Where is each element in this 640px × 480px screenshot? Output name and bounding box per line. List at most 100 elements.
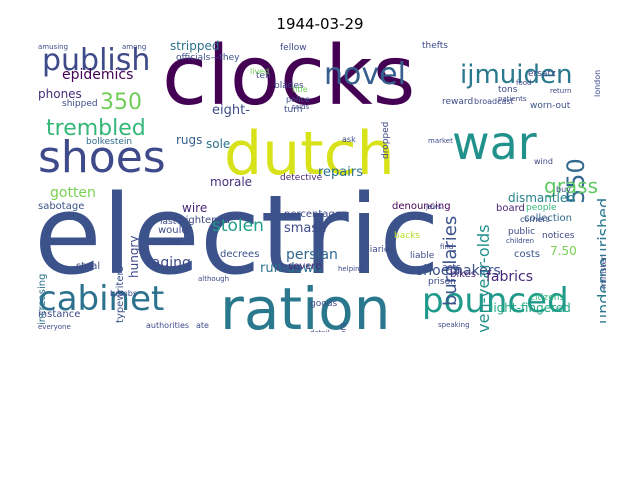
cloud-word: ten: [256, 71, 271, 81]
chart-title: 1944-03-29: [276, 15, 364, 33]
cloud-word: sabotage: [38, 201, 85, 212]
cloud-word: light-fingered: [490, 301, 571, 315]
cloud-word: morale: [210, 175, 253, 189]
cloud-word: dutch: [224, 119, 395, 189]
cloud-word: burglaries: [440, 216, 461, 307]
cloud-word: liable: [410, 251, 435, 261]
cloud-word: acts: [442, 263, 461, 273]
cloud-word: tons: [498, 85, 518, 95]
cloud-word: market: [428, 137, 453, 145]
cloud-word: rugs: [176, 133, 203, 147]
cloud-word: doctors: [339, 322, 349, 332]
cloud-word: buy: [556, 185, 571, 194]
cloud-word: find: [440, 243, 454, 251]
cloud-word: 350: [100, 90, 142, 115]
cloud-word: title: [292, 85, 308, 94]
cloud-word: steal: [76, 261, 101, 272]
cloud-word: would: [158, 225, 188, 236]
cloud-word: raids: [292, 103, 310, 111]
cloud-word: worn-out: [530, 101, 571, 111]
cloud-word: notices: [542, 231, 575, 241]
cloud-word: epidemics: [62, 67, 134, 83]
cloud-word: ate: [196, 321, 209, 330]
cloud-word: detective: [280, 173, 323, 183]
cloud-word: bombs: [110, 289, 138, 298]
cloud-word: although: [198, 275, 230, 283]
cloud-word: prison: [428, 277, 456, 287]
cloud-word: amusing: [38, 43, 69, 51]
cloud-word: detail: [310, 330, 330, 333]
cloud-word: everyone: [38, 323, 71, 331]
cloud-word: ask: [342, 135, 356, 144]
cloud-word: last: [160, 217, 177, 227]
cloud-word: war: [452, 116, 537, 170]
cloud-word: dismantled: [508, 191, 575, 205]
cloud-word: stripped: [170, 40, 220, 53]
cloud-word: stolen: [212, 216, 264, 236]
cloud-word: corners: [520, 215, 550, 224]
cloud-word: helping: [338, 265, 364, 273]
cloud-word: frightened: [178, 215, 231, 226]
cloud-word: among: [122, 43, 147, 51]
cloud-word: severe: [288, 261, 322, 272]
cloud-word: bolkestein: [86, 137, 133, 147]
cloud-word: cabinet: [38, 279, 165, 319]
cloud-word: broadcast: [474, 97, 514, 106]
cloud-word: instance: [38, 309, 81, 320]
cloud-word: denouncing: [392, 201, 451, 212]
cloud-word: 7.50: [550, 244, 577, 258]
cloud-word: officials—they: [176, 53, 240, 63]
cloud-word: ersatz: [528, 69, 556, 79]
cloud-word: blades: [274, 81, 304, 91]
cloud-word: ijmuiden: [460, 60, 573, 90]
cloud-word: fabrics: [486, 269, 534, 285]
cloud-word: percentage: [284, 209, 341, 220]
cloud-word: reward: [442, 97, 474, 107]
cloud-word: raging: [146, 255, 191, 271]
cloud-word: shipped: [62, 99, 98, 109]
cloud-word: clocks: [162, 40, 416, 124]
cloud-word: citizens: [530, 293, 565, 303]
cloud-word: public: [508, 227, 536, 237]
cloud-word: jews: [426, 203, 442, 211]
cloud-word: people: [526, 203, 557, 213]
cloud-word: food: [516, 79, 532, 87]
cloud-word: bikes: [450, 269, 476, 280]
cloud-word: grass: [544, 174, 599, 198]
cloud-word: london: [593, 70, 602, 98]
cloud-word: shoemakers: [416, 263, 501, 279]
cloud-word: minister: [599, 256, 606, 289]
cloud-word: novel: [324, 57, 406, 92]
cloud-word: smash: [284, 221, 327, 236]
cloud-word: police: [286, 95, 310, 104]
cloud-word: speaking: [438, 321, 470, 329]
cloud-word: fellow: [280, 43, 307, 53]
cloud-word: pounced: [422, 281, 569, 321]
cloud-word: ration: [220, 275, 391, 332]
cloud-word: goods: [310, 299, 338, 309]
cloud-word: electric: [34, 171, 440, 299]
cloud-word: gotten: [50, 185, 96, 201]
cloud-word: visit: [166, 239, 181, 247]
cloud-word: authorities: [146, 321, 190, 330]
cloud-word: increasing: [37, 274, 48, 326]
cloud-word: diaries: [364, 245, 395, 255]
cloud-word: shoes: [38, 132, 166, 183]
word-cloud: electric clocks dutch ration shoes war cabinet…: [34, 40, 606, 332]
cloud-word: collection: [524, 213, 572, 224]
cloud-word: trembled: [46, 116, 146, 141]
cloud-word: return: [550, 87, 572, 95]
cloud-word: repairs: [318, 165, 364, 180]
cloud-word: eight-: [212, 103, 250, 118]
cloud-word: sole: [206, 137, 231, 151]
cloud-word: lived: [250, 67, 270, 76]
cloud-word: wire: [182, 201, 208, 215]
cloud-word: decrees: [220, 249, 260, 260]
cloud-word: dropped: [381, 122, 391, 160]
cloud-word: wind: [534, 157, 553, 166]
cloud-word: board: [496, 203, 525, 214]
cloud-word: hungry: [127, 236, 141, 279]
cloud-word: run-down: [260, 261, 322, 276]
cloud-word: children: [506, 237, 535, 245]
cloud-word: thefts: [422, 41, 448, 51]
